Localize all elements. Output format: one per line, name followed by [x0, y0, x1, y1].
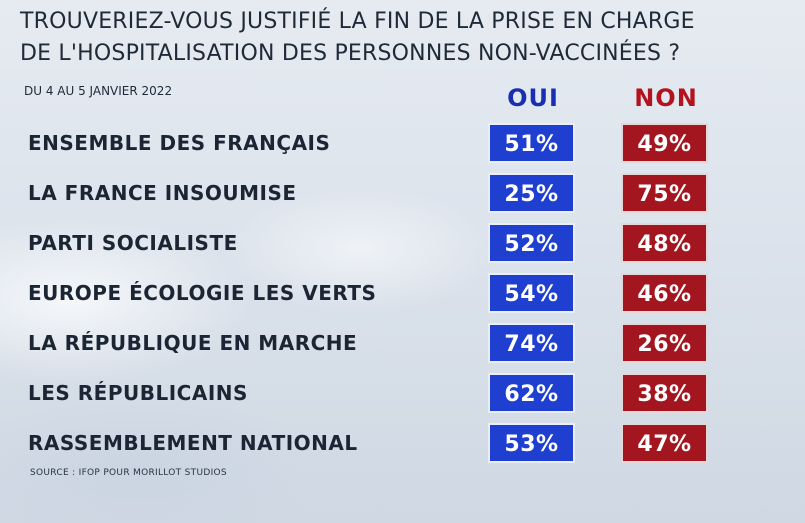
source-note: SOURCE : IFOP POUR MORILLOT STUDIOS: [30, 468, 227, 478]
value-oui: 25%: [488, 173, 575, 213]
value-non: 48%: [621, 223, 708, 263]
value-non: 26%: [621, 323, 708, 363]
value-non: 75%: [621, 173, 708, 213]
value-oui: 62%: [488, 373, 575, 413]
value-oui: 74%: [488, 323, 575, 363]
page-title-line-2: DE L'HOSPITALISATION DES PERSONNES NON-V…: [20, 41, 681, 66]
value-non: 46%: [621, 273, 708, 313]
value-non: 38%: [621, 373, 708, 413]
page-title-line-1: TROUVERIEZ-VOUS JUSTIFIÉ LA FIN DE LA PR…: [20, 9, 695, 34]
row-label: LES RÉPUBLICAINS: [28, 381, 248, 405]
value-oui: 54%: [488, 273, 575, 313]
column-header-non: NON: [634, 84, 698, 112]
value-oui: 53%: [488, 423, 575, 463]
value-non: 47%: [621, 423, 708, 463]
survey-date: DU 4 AU 5 JANVIER 2022: [24, 84, 173, 98]
row-label: PARTI SOCIALISTE: [28, 231, 238, 255]
row-label: EUROPE ÉCOLOGIE LES VERTS: [28, 281, 377, 305]
row-label: ENSEMBLE DES FRANÇAIS: [28, 131, 331, 155]
row-label: LA RÉPUBLIQUE EN MARCHE: [28, 331, 358, 355]
value-oui: 52%: [488, 223, 575, 263]
column-header-oui: OUI: [507, 84, 559, 112]
row-label: RASSEMBLEMENT NATIONAL: [28, 431, 358, 455]
value-non: 49%: [621, 123, 708, 163]
value-oui: 51%: [488, 123, 575, 163]
row-label: LA FRANCE INSOUMISE: [28, 181, 297, 205]
